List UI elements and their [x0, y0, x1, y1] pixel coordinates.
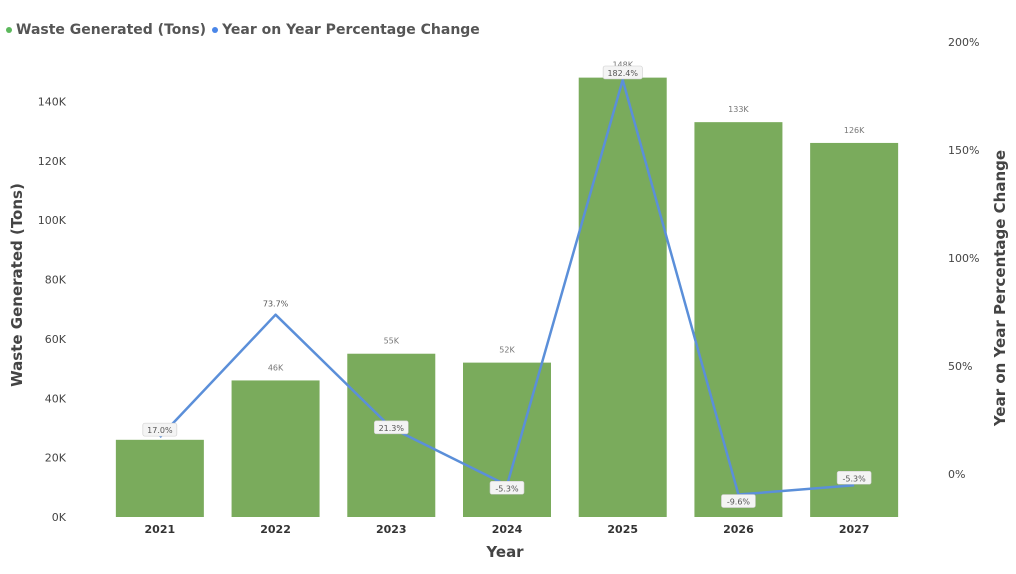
left-tick-label: 60K	[45, 333, 67, 346]
x-tick-label: 2022	[260, 523, 291, 536]
x-tick-label: 2027	[839, 523, 870, 536]
pct-label-box	[373, 420, 409, 435]
pct-value-label: 73.7%	[263, 300, 289, 309]
legend-item-yoy: Year on Year Percentage Change	[212, 22, 480, 38]
bar-value-label: 52K	[499, 346, 515, 355]
pct-value-label: 17.0%	[147, 426, 173, 435]
pct-label-box	[721, 494, 756, 508]
pct-value-label: 182.4%	[607, 69, 638, 78]
pct-value-label: -5.3%	[495, 484, 519, 493]
bar	[347, 353, 436, 517]
right-tick-label: 50%	[948, 360, 972, 373]
bar	[115, 439, 204, 517]
x-tick-label: 2026	[723, 523, 754, 536]
pct-value-label: -9.6%	[727, 498, 751, 507]
y-axis-title: Waste Generated (Tons)	[8, 183, 26, 387]
bar	[694, 122, 783, 517]
bar	[231, 380, 320, 517]
bar-value-label: 133K	[728, 105, 749, 114]
x-tick-label: 2023	[376, 523, 407, 536]
x-tick-label: 2024	[492, 523, 523, 536]
pct-label-box	[602, 65, 643, 80]
left-tick-label: 140K	[38, 95, 67, 108]
legend-label-waste: Waste Generated (Tons)	[16, 22, 207, 38]
pct-label-box	[489, 480, 525, 495]
y2-axis-title: Year on Year Percentage Change	[991, 150, 1009, 427]
left-tick-label: 40K	[45, 392, 67, 405]
legend-item-waste: Waste Generated (Tons)	[6, 22, 206, 38]
legend-bar-marker	[6, 27, 12, 33]
bar-value-label: 148K	[612, 61, 633, 70]
left-tick-label: 20K	[45, 452, 67, 465]
x-axis-title: Year	[485, 543, 524, 561]
left-tick-label: 100K	[38, 214, 67, 227]
legend-label-yoy: Year on Year Percentage Change	[222, 22, 480, 38]
pct-value-label: 21.3%	[379, 424, 405, 433]
bar-value-label: 46K	[268, 363, 284, 372]
bar	[578, 77, 667, 517]
chart-legend: Waste Generated (Tons) Year on Year Perc…	[6, 22, 486, 38]
bar-value-label: 55K	[384, 337, 400, 346]
yoy-line-group: 17.0% 73.7% 21.3% -5.3% 182.4% -9.6% -5.3%	[142, 65, 872, 508]
bars-group	[115, 77, 899, 517]
x-tick-label: 2025	[607, 523, 638, 536]
x-tick-label: 2021	[145, 523, 176, 536]
left-tick-label: 80K	[45, 274, 67, 287]
pct-label-box	[142, 422, 178, 437]
right-tick-label: 0%	[948, 468, 965, 481]
bar-value-label: 126K	[844, 126, 865, 135]
left-axis-ticks: 0K 20K 40K 60K 80K 100K 120K 140K	[38, 95, 67, 524]
right-axis-ticks: 0% 50% 100% 150% 200%	[948, 36, 979, 481]
x-axis-ticks: 2021 2022 2023 2024 2025 2026 2027	[145, 523, 870, 536]
right-tick-label: 200%	[948, 36, 979, 49]
right-tick-label: 100%	[948, 252, 979, 265]
left-tick-label: 0K	[52, 511, 67, 524]
legend-line-marker	[212, 27, 219, 33]
pct-label-box	[836, 470, 872, 485]
right-tick-label: 150%	[948, 144, 979, 157]
pct-value-label: -5.3%	[843, 474, 867, 483]
bar	[810, 142, 899, 517]
left-tick-label: 120K	[38, 155, 67, 168]
